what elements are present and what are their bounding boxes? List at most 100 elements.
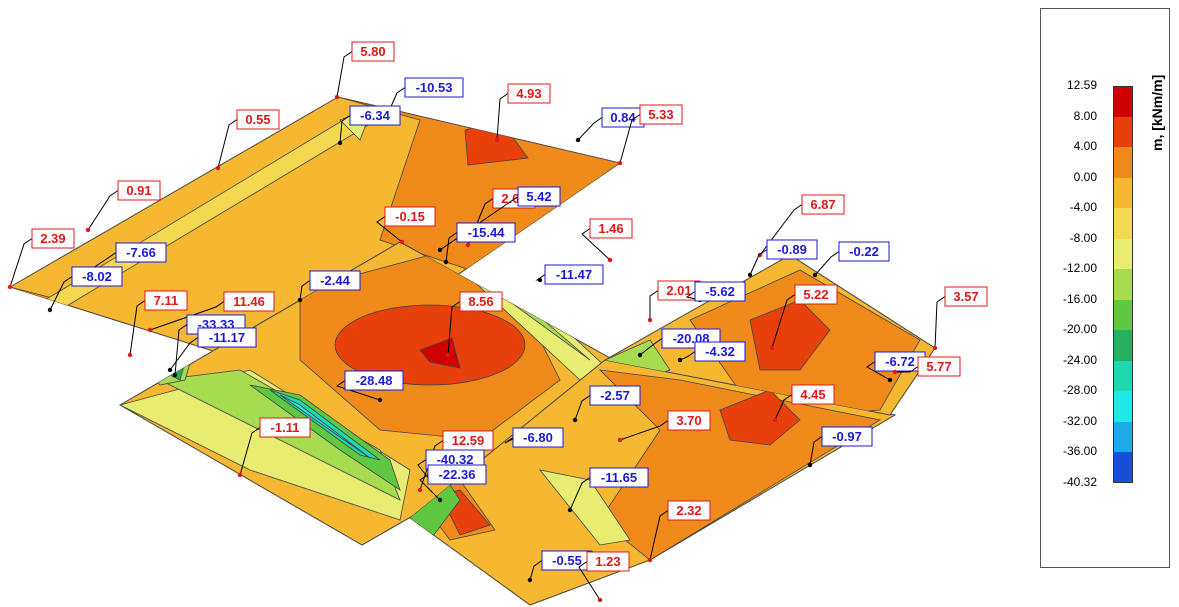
value-label: -0.97	[807, 426, 873, 468]
leader-line	[217, 119, 238, 169]
legend-color-band	[1113, 177, 1133, 208]
value-label: -11.65	[567, 467, 649, 513]
label-value: -10.53	[416, 80, 453, 95]
label-value: -2.57	[600, 388, 630, 403]
anchor-point	[47, 307, 53, 313]
value-label: 4.93	[494, 83, 551, 143]
leader-line	[49, 276, 73, 311]
legend-tick-label: 4.00	[1073, 139, 1097, 153]
label-value: 4.45	[800, 387, 825, 402]
value-label: 3.70	[617, 410, 711, 443]
anchor-point	[337, 140, 343, 146]
label-box	[349, 105, 401, 126]
value-label: 2.32	[647, 500, 711, 563]
legend-tick-label: -20.00	[1062, 322, 1097, 336]
label-box	[404, 77, 464, 98]
leader-line	[445, 232, 458, 263]
value-label: 0.55	[215, 109, 280, 171]
anchor-point	[377, 397, 383, 403]
leader-line	[771, 294, 796, 349]
label-box	[71, 266, 123, 287]
label-box	[223, 291, 275, 312]
anchor-point	[747, 272, 753, 278]
label-box	[589, 385, 641, 406]
value-label: 5.80	[334, 41, 395, 100]
label-value: 1.23	[595, 554, 620, 569]
slab-b	[119, 241, 652, 546]
value-label: -7.66	[72, 242, 167, 283]
label-value: -22.36	[439, 467, 476, 482]
value-label: -0.22	[812, 241, 890, 278]
anchor-point	[567, 507, 573, 513]
label-box	[512, 427, 564, 448]
value-label: -6.34	[337, 105, 401, 146]
label-box	[507, 83, 551, 104]
anchor-point	[172, 372, 178, 378]
label-box	[589, 467, 649, 488]
label-value: -1.11	[271, 420, 300, 435]
label-box	[351, 41, 395, 62]
leader-line	[87, 190, 119, 231]
leader-line	[529, 560, 543, 581]
label-value: -4.32	[705, 344, 735, 359]
legend-tick-label: 8.00	[1073, 108, 1097, 123]
color-legend: m, [kNm/m] 12.59 8.00 4.00 0.00 -4.00 -8.00 -1…	[1040, 8, 1170, 568]
label-box	[589, 218, 633, 239]
label-value: 5.42	[526, 189, 551, 204]
anchor-point	[637, 352, 643, 358]
label-value: -6.72	[885, 354, 915, 369]
value-label: 5.42	[437, 186, 561, 253]
anchor-point	[334, 94, 340, 100]
anchor-point	[892, 369, 898, 375]
anchor-point	[812, 272, 818, 278]
label-value: -6.80	[523, 430, 553, 445]
anchor-point	[443, 259, 449, 265]
label-value: 2.01	[666, 283, 691, 298]
value-label: 8.56	[445, 291, 503, 358]
leader-line	[239, 427, 261, 476]
label-box	[259, 417, 311, 438]
value-label: -0.89	[747, 239, 818, 278]
value-label: -28.48	[335, 370, 404, 403]
legend-tick-label: -4.00	[1069, 200, 1097, 214]
legend-title: m, [kNm/m]	[1149, 74, 1165, 151]
label-box	[794, 284, 838, 305]
anchor-point	[932, 345, 938, 351]
anchor-point	[297, 297, 303, 303]
legend-color-band	[1113, 360, 1133, 391]
anchor-point	[647, 557, 653, 563]
label-box	[639, 104, 683, 125]
label-value: -6.34	[360, 108, 390, 123]
anchor-point	[147, 327, 153, 333]
label-box	[384, 206, 436, 227]
label-box	[821, 426, 873, 447]
legend-color-band	[1113, 86, 1133, 117]
anchor-point	[647, 317, 653, 323]
value-label: -0.55	[527, 550, 593, 583]
leader-line	[419, 440, 444, 491]
value-label: 0.84	[575, 107, 645, 143]
label-box	[459, 291, 503, 312]
label-value: -0.22	[849, 244, 879, 259]
leader-line	[577, 117, 603, 141]
value-label: -15.44	[443, 222, 516, 265]
label-value: 11.46	[233, 294, 265, 309]
value-label: -2.44	[297, 270, 361, 303]
anchor-point	[437, 497, 443, 503]
leader-line	[619, 114, 641, 164]
anchor-point	[127, 352, 133, 358]
value-label: -5.62	[685, 281, 746, 303]
leader-line	[574, 395, 591, 421]
value-label: -6.80	[504, 427, 564, 448]
leader-line	[376, 216, 403, 243]
anchor-point	[887, 377, 893, 383]
legend-tick-label: 0.00	[1073, 169, 1097, 184]
slab-d	[603, 254, 936, 416]
label-value: 3.57	[953, 289, 978, 304]
label-value: 0.55	[245, 112, 270, 127]
leader-line	[417, 459, 431, 481]
label-box	[197, 327, 257, 348]
leader-line	[169, 337, 199, 371]
value-label: 1.23	[578, 551, 630, 603]
